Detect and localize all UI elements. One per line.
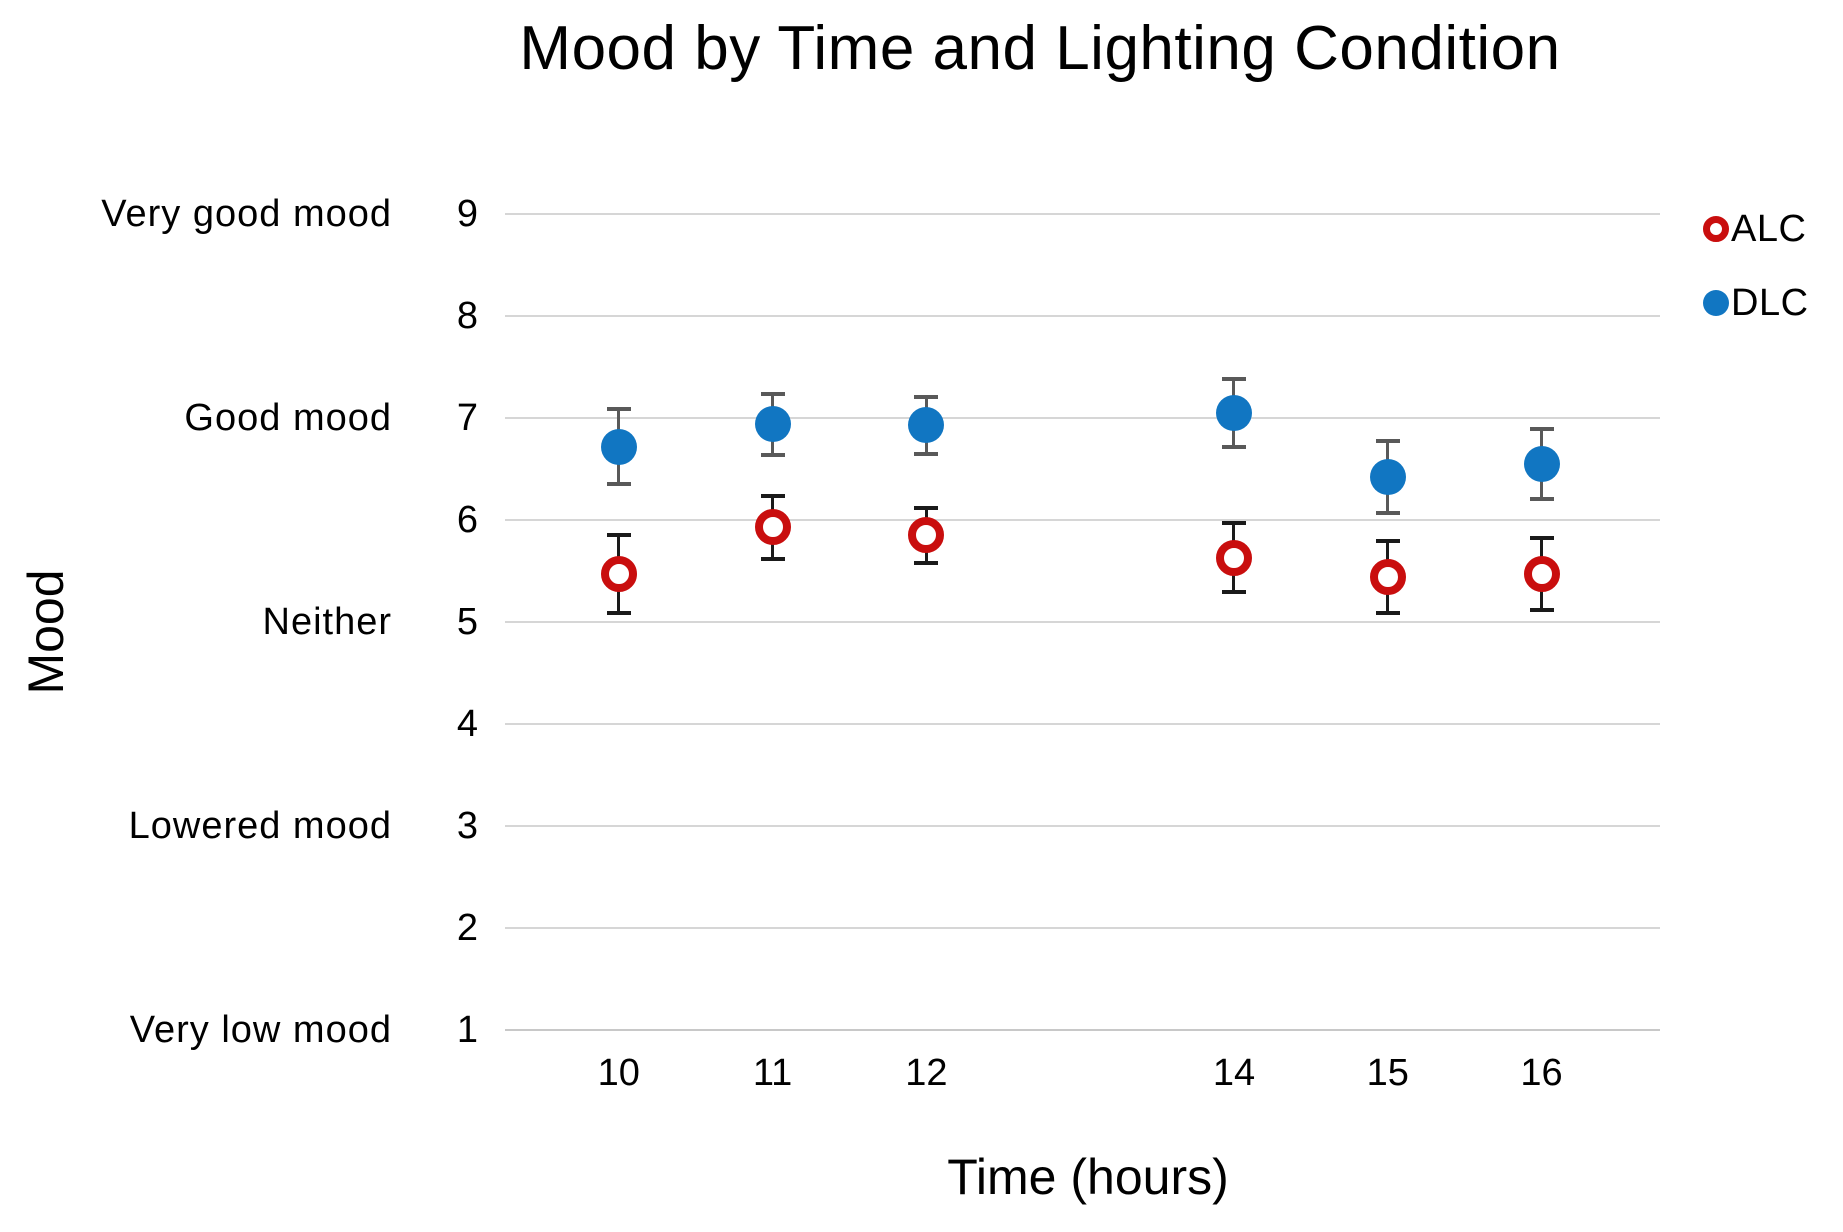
- gridline: [505, 621, 1660, 623]
- y-category-label: Very low mood: [129, 1009, 392, 1051]
- data-point-alc: [600, 556, 637, 593]
- x-tick-label: 12: [905, 1052, 948, 1094]
- y-tick-label: 9: [456, 193, 478, 235]
- gridline: [505, 927, 1660, 929]
- y-category-label: Lowered mood: [128, 805, 392, 847]
- error-cap-top: [914, 505, 939, 510]
- data-point-alc: [1369, 559, 1406, 596]
- legend-item-dlc: DLC: [1703, 283, 1809, 323]
- y-category-label: Good mood: [184, 397, 392, 439]
- y-category-label: Very good mood: [101, 193, 392, 235]
- data-point-dlc: [908, 407, 945, 444]
- y-tick-label: 3: [456, 805, 478, 847]
- gridline: [505, 825, 1660, 827]
- y-tick-label: 2: [456, 907, 478, 949]
- legend-label-alc: ALC: [1731, 208, 1807, 250]
- error-cap-top: [1529, 536, 1554, 541]
- error-cap-top: [1375, 539, 1400, 544]
- gridline: [505, 417, 1660, 419]
- x-tick-label: 14: [1212, 1052, 1256, 1094]
- error-cap-bottom: [760, 452, 785, 457]
- legend-marker-dlc-icon: [1703, 290, 1729, 316]
- y-tick-label: 1: [456, 1009, 478, 1051]
- error-cap-bottom: [914, 560, 939, 565]
- x-tick-label: 15: [1366, 1052, 1409, 1094]
- error-cap-top: [606, 406, 631, 411]
- error-cap-bottom: [760, 556, 785, 561]
- error-cap-top: [1375, 439, 1400, 444]
- x-tick-label: 16: [1520, 1052, 1563, 1094]
- error-cap-bottom: [1375, 510, 1400, 515]
- legend-label-dlc: DLC: [1731, 282, 1809, 324]
- gridline: [505, 315, 1660, 317]
- chart-title: Mood by Time and Lighting Condition: [519, 14, 1561, 83]
- error-cap-bottom: [1221, 444, 1246, 449]
- error-cap-top: [606, 533, 631, 538]
- error-cap-bottom: [1529, 496, 1554, 501]
- y-tick-label: 7: [456, 397, 478, 439]
- x-axis-title: Time (hours): [947, 1149, 1229, 1205]
- x-axis-line: [505, 1029, 1660, 1031]
- y-tick-label: 8: [456, 295, 478, 337]
- error-cap-top: [760, 493, 785, 498]
- y-tick-label: 4: [456, 703, 478, 745]
- error-cap-top: [760, 391, 785, 396]
- error-cap-bottom: [606, 482, 631, 487]
- gridline: [505, 519, 1660, 521]
- data-point-dlc: [754, 406, 791, 443]
- x-tick-label: 11: [752, 1052, 793, 1094]
- data-point-alc: [1215, 539, 1252, 576]
- data-point-dlc: [1369, 459, 1406, 496]
- data-point-alc: [754, 509, 791, 546]
- error-cap-top: [914, 394, 939, 399]
- legend-marker-alc-icon: [1703, 216, 1729, 242]
- x-tick-label: 10: [597, 1052, 640, 1094]
- data-point-dlc: [600, 428, 637, 465]
- error-cap-top: [1529, 427, 1554, 432]
- data-point-alc: [908, 517, 945, 554]
- y-category-label: Neither: [262, 601, 392, 643]
- error-cap-top: [1221, 377, 1246, 382]
- data-point-dlc: [1523, 445, 1560, 482]
- gridline: [505, 213, 1660, 215]
- gridline: [505, 723, 1660, 725]
- legend-item-alc: ALC: [1703, 209, 1806, 249]
- data-point-dlc: [1215, 394, 1252, 431]
- error-cap-bottom: [606, 610, 631, 615]
- error-cap-bottom: [1529, 607, 1554, 612]
- y-tick-label: 6: [456, 499, 478, 541]
- error-cap-bottom: [1221, 590, 1246, 595]
- y-tick-label: 5: [456, 601, 478, 643]
- error-cap-top: [1221, 521, 1246, 526]
- data-point-alc: [1523, 556, 1560, 593]
- error-cap-bottom: [1375, 610, 1400, 615]
- error-cap-bottom: [914, 451, 939, 456]
